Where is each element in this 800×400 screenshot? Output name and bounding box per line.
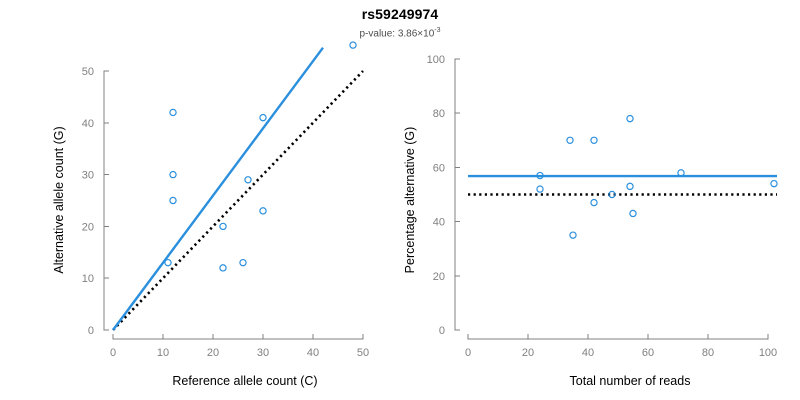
- percentage-alternative-scatter-panel: 0 20 40 60 80 100 0 20 40 60 80 100 Total number of…: [403, 54, 778, 388]
- left-x-tick-label: 40: [307, 347, 319, 359]
- left-x-tick-label: 30: [257, 347, 269, 359]
- data-point: [169, 108, 177, 117]
- left-reference-line: [112, 70, 364, 331]
- data-point: [629, 209, 637, 218]
- data-point: [259, 207, 267, 215]
- left-trend-lines: [112, 46, 364, 331]
- data-point: [239, 258, 247, 267]
- left-data-points: [164, 41, 357, 272]
- data-point: [626, 182, 634, 191]
- left-y-tick-label: 30: [82, 170, 94, 182]
- data-point: [626, 114, 634, 123]
- right-x-tick-label: 60: [642, 347, 654, 359]
- left-x-tick-label: 50: [357, 347, 369, 359]
- right-x-axis-line: [467, 334, 769, 340]
- right-y-tick-label: 40: [433, 217, 445, 229]
- right-data-points: [536, 114, 778, 239]
- data-point: [164, 258, 172, 267]
- data-point: [219, 264, 227, 272]
- data-point: [677, 169, 685, 177]
- data-point: [259, 113, 267, 122]
- left-y-tick-label: 40: [82, 118, 94, 130]
- right-y-tick-label: 0: [439, 325, 445, 337]
- data-point: [244, 176, 252, 184]
- left-x-axis-line: [112, 334, 364, 340]
- left-y-tick-label: 10: [82, 273, 94, 285]
- data-point: [590, 136, 598, 144]
- left-axes: [103, 70, 364, 340]
- left-y-axis-line: [103, 70, 109, 331]
- right-trend-lines: [468, 174, 777, 196]
- data-point: [608, 190, 616, 199]
- left-x-tick-label: 10: [157, 347, 169, 359]
- right-y-tick-label: 20: [433, 271, 445, 283]
- left-y-tick-label: 20: [82, 221, 94, 233]
- right-x-axis-title: Total number of reads: [570, 374, 691, 388]
- left-x-axis-title: Reference allele count (C): [172, 374, 317, 388]
- right-y-tick-label: 80: [433, 108, 445, 120]
- right-axes: [454, 58, 769, 340]
- right-tick-labels: 0 20 40 60 80 100 0 20 40 60 80 100: [427, 54, 778, 359]
- data-point: [536, 185, 544, 193]
- right-x-tick-label: 100: [759, 347, 777, 359]
- left-x-tick-label: 0: [110, 347, 116, 359]
- right-y-axis-title: Percentage alternative (G): [403, 127, 417, 274]
- right-y-tick-label: 60: [433, 162, 445, 174]
- left-tick-labels: 0 10 20 30 40 50 0 10 20 30 40 50: [82, 66, 369, 359]
- data-point: [569, 231, 577, 239]
- right-x-tick-label: 80: [702, 347, 714, 359]
- right-x-tick-label: 20: [522, 347, 534, 359]
- data-point: [590, 198, 598, 207]
- data-point: [536, 171, 544, 180]
- left-y-tick-label: 50: [82, 66, 94, 78]
- right-y-tick-label: 100: [427, 54, 445, 66]
- left-x-tick-label: 20: [207, 347, 219, 359]
- right-y-axis-line: [454, 58, 460, 331]
- data-point: [169, 170, 177, 179]
- data-point: [219, 222, 227, 231]
- left-fit-line: [112, 46, 324, 331]
- left-y-axis-title: Alternative allele count (G): [52, 126, 66, 273]
- data-point: [349, 41, 357, 49]
- data-point: [169, 196, 177, 205]
- left-y-tick-label: 0: [88, 325, 94, 337]
- data-point: [566, 136, 574, 144]
- data-point: [770, 179, 778, 188]
- right-x-tick-label: 0: [465, 347, 471, 359]
- right-x-tick-label: 40: [582, 347, 594, 359]
- allele-count-scatter-panel: 0 10 20 30 40 50 0 10 20 30 40 50 Reference allele …: [52, 41, 369, 388]
